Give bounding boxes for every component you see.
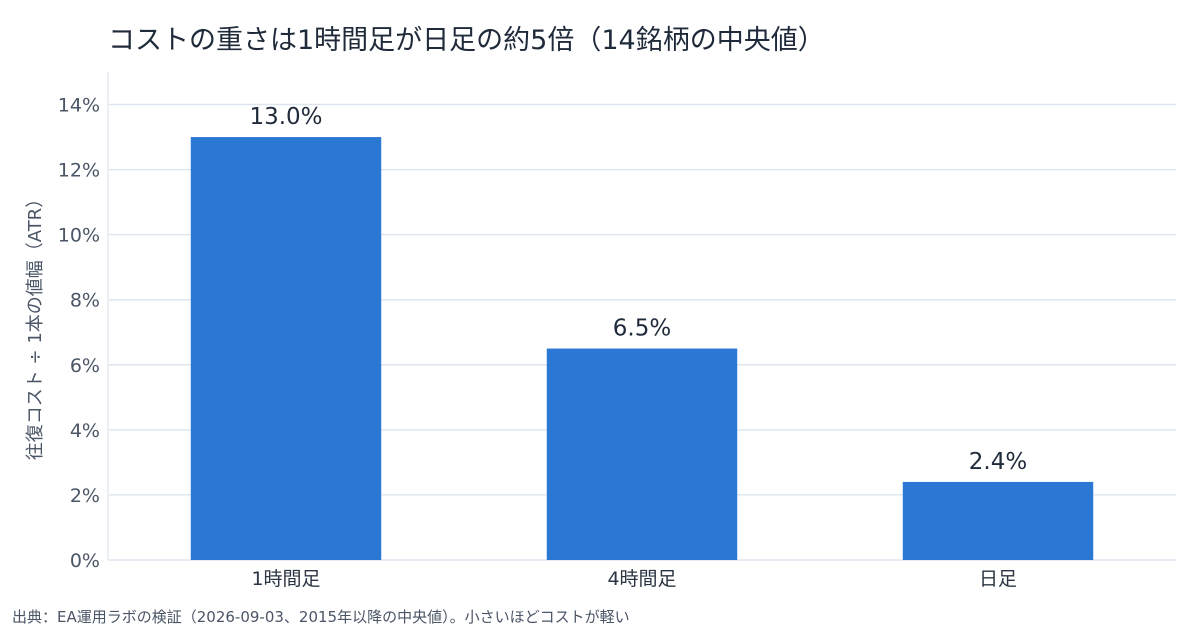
y-tick-label: 14%	[58, 95, 100, 117]
bar-value-label: 13.0%	[249, 104, 322, 130]
y-tick-label: 2%	[70, 485, 100, 507]
y-tick-label: 12%	[58, 160, 100, 182]
bar-value-label: 6.5%	[613, 316, 671, 342]
chart-title: コストの重さは1時間足が日足の約5倍（14銘柄の中央値）	[108, 25, 825, 56]
y-tick-label: 6%	[70, 355, 100, 377]
y-tick-label: 4%	[70, 420, 100, 442]
x-tick-label: 4時間足	[607, 568, 676, 590]
bar	[546, 348, 738, 560]
y-tick-label: 0%	[70, 550, 100, 572]
x-tick-label: 日足	[979, 568, 1017, 590]
y-axis-label: 往復コスト ÷ 1本の値幅（ATR）	[25, 190, 46, 460]
bar	[190, 137, 382, 561]
x-tick-label: 1時間足	[251, 568, 320, 590]
bars	[190, 137, 1094, 561]
bar	[902, 481, 1094, 560]
bar-value-label: 2.4%	[969, 449, 1027, 475]
y-tick-label: 10%	[58, 225, 100, 247]
y-tick-label: 8%	[70, 290, 100, 312]
source-note: 出典：EA運用ラボの検証（2026-09-03、2015年以降の中央値）。小さい…	[12, 608, 630, 626]
labels: 13.0% 1時間足 6.5% 4時間足 2.4% 日足	[249, 104, 1027, 590]
